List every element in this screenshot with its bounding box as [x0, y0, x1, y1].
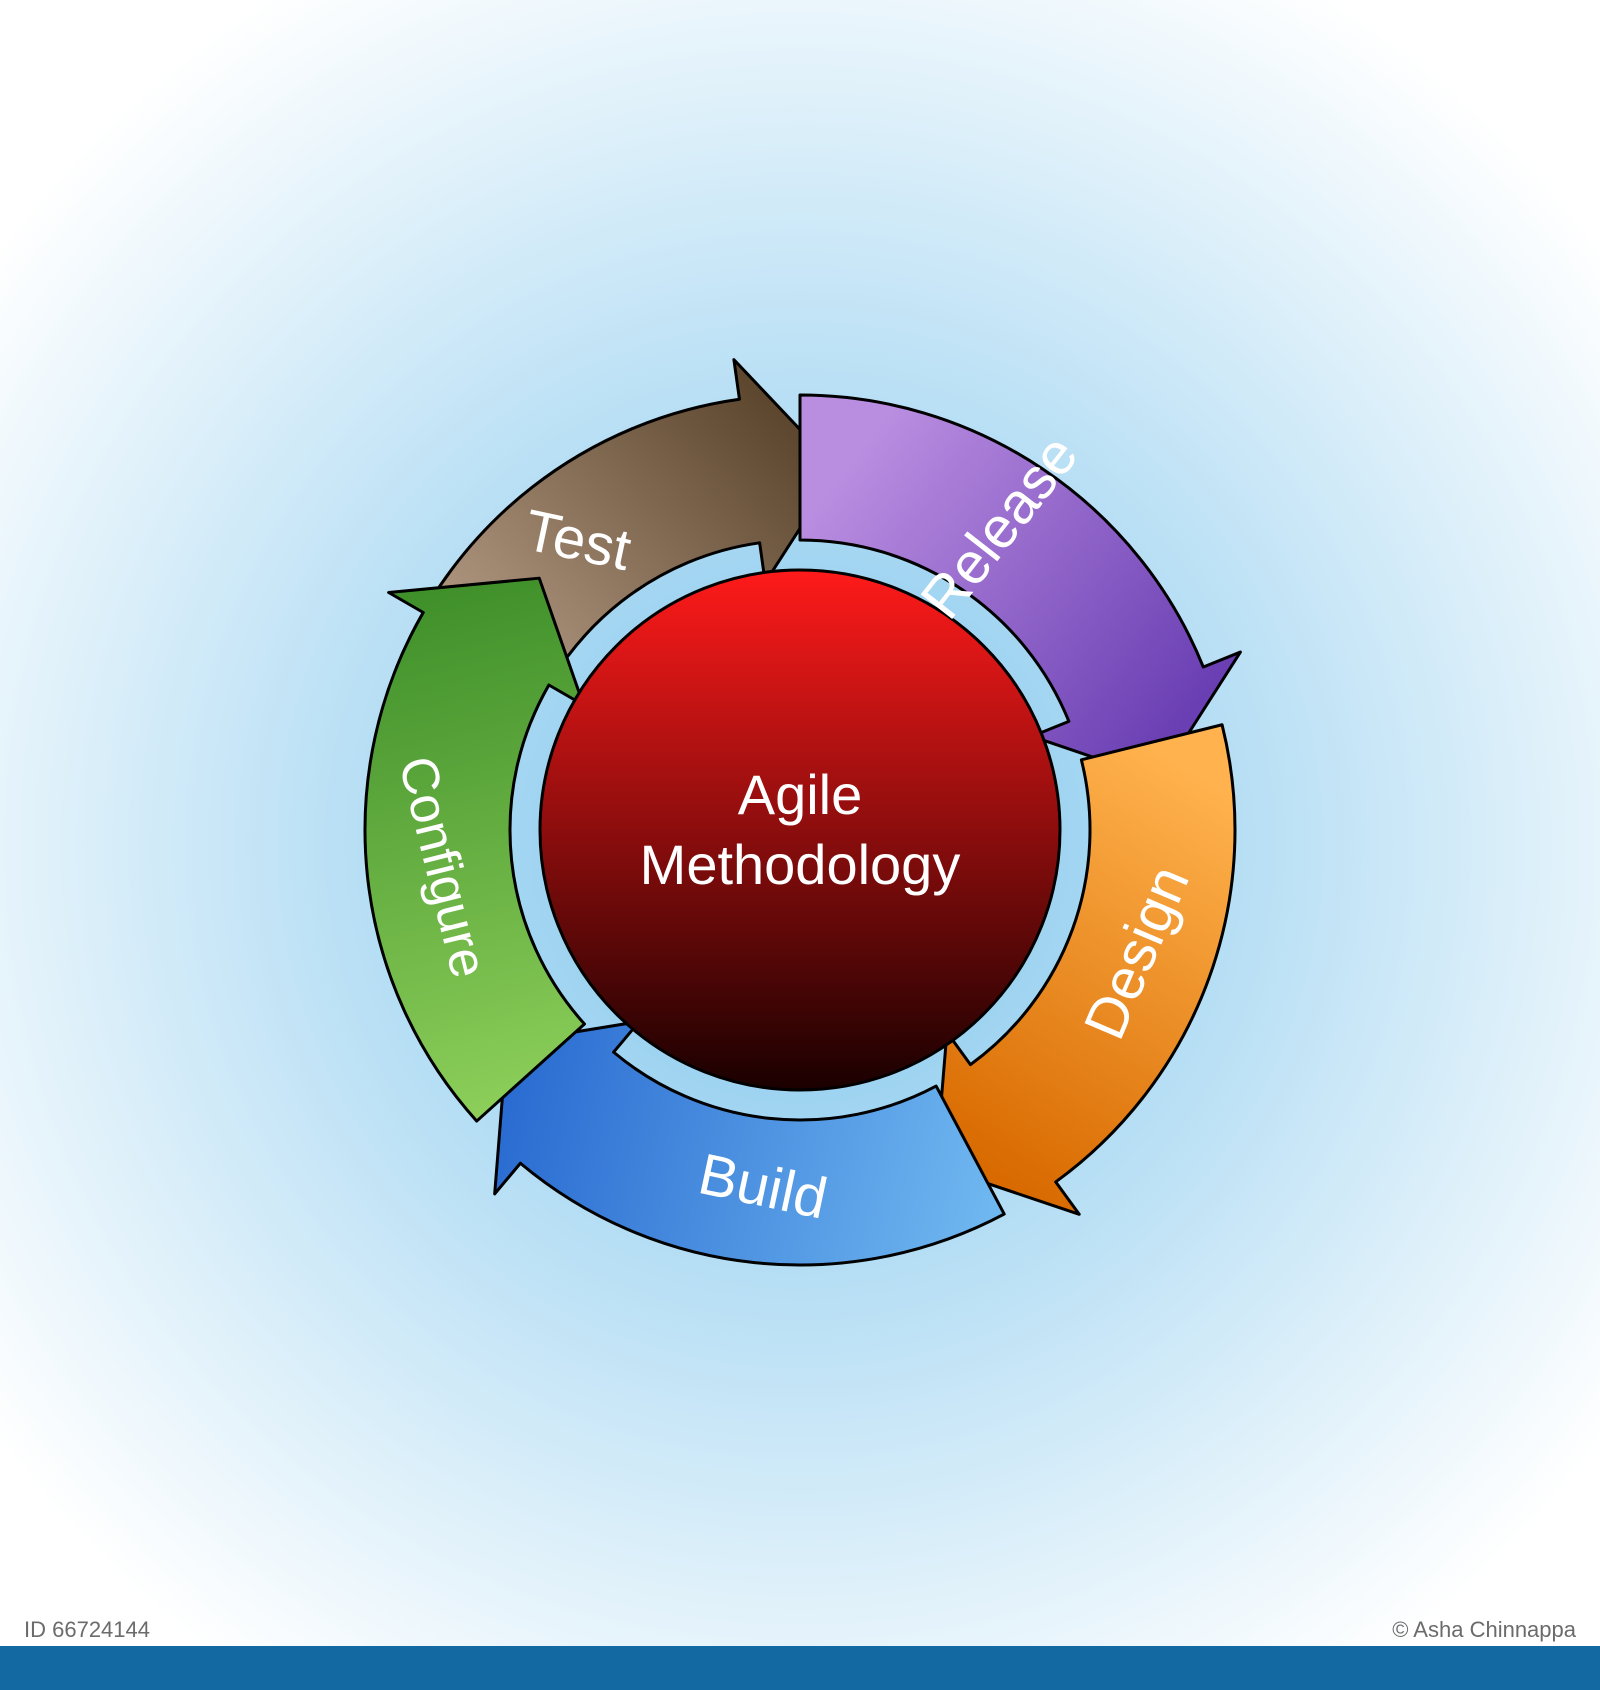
- footer-id-text: ID 66724144: [24, 1617, 150, 1643]
- bottom-strip: [0, 1646, 1600, 1690]
- cycle-diagram-svg: TestReleaseDesignBuildConfigure: [0, 0, 1600, 1690]
- diagram-stage: TestReleaseDesignBuildConfigure Agile Me…: [0, 0, 1600, 1690]
- footer-bar: ID 66724144 © Asha Chinnappa: [0, 1610, 1600, 1650]
- footer-credit-text: © Asha Chinnappa: [1392, 1617, 1576, 1643]
- center-circle: [540, 570, 1060, 1090]
